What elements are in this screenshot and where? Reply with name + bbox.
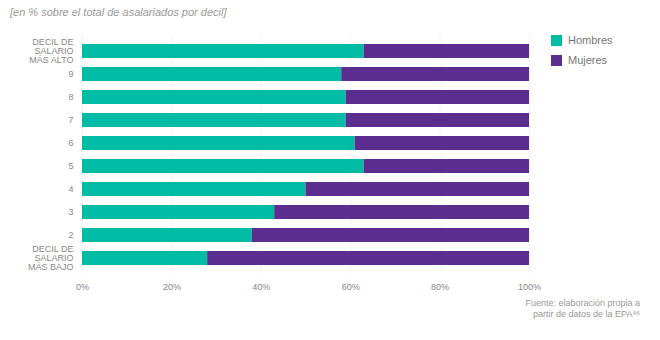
svg-text:8: 8 bbox=[68, 92, 73, 102]
svg-text:60%: 60% bbox=[342, 282, 360, 292]
svg-text:0%: 0% bbox=[76, 282, 89, 292]
svg-text:DECIL DESALARIOMÁS ALTO: DECIL DESALARIOMÁS ALTO bbox=[29, 37, 73, 65]
svg-text:5: 5 bbox=[68, 161, 73, 171]
svg-text:80%: 80% bbox=[431, 282, 449, 292]
svg-text:20%: 20% bbox=[163, 282, 181, 292]
svg-text:2: 2 bbox=[68, 230, 73, 240]
svg-text:6: 6 bbox=[68, 138, 73, 148]
svg-text:40%: 40% bbox=[252, 282, 270, 292]
svg-text:9: 9 bbox=[68, 69, 73, 79]
html-text:Fuente: elaboración propia a p: Fuente: elaboración propia a partir de d… bbox=[525, 298, 640, 319]
html-text:Mujeres: Mujeres bbox=[568, 54, 608, 66]
svg-text:3: 3 bbox=[68, 207, 73, 217]
svg-text:DECIL DESALARIOMÁS BAJO: DECIL DESALARIOMÁS BAJO bbox=[28, 244, 74, 272]
html-text:Hombres: Hombres bbox=[568, 34, 613, 46]
svg-text:4: 4 bbox=[68, 184, 73, 194]
svg-text:7: 7 bbox=[68, 115, 73, 125]
html-text:[en % sobre el total de asalar: [en % sobre el total de asalariados por … bbox=[10, 6, 227, 18]
svg-text:100%: 100% bbox=[518, 282, 541, 292]
